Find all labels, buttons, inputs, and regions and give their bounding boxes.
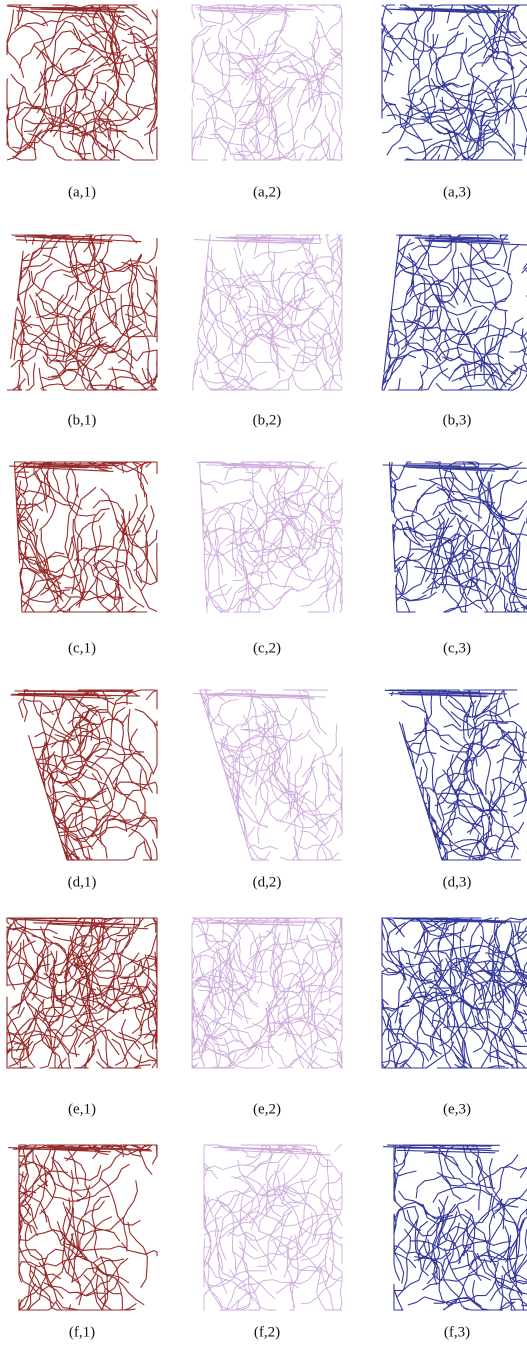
vessel-network [383,462,527,612]
vessel-network [9,462,157,612]
vessel-network [7,5,157,160]
panel-label: (b,3) [443,412,472,428]
panel-label: (d,2) [253,874,282,890]
panel-label: (a,3) [443,184,471,200]
panel-label: (c,2) [253,640,281,656]
vessel-network [382,235,527,390]
vessel-network [385,690,527,860]
vessel-network [8,1145,157,1310]
panel-label: (c,1) [68,640,96,656]
panel-label: (b,2) [253,412,282,428]
panel-label: (f,1) [69,1324,95,1340]
panel-label: (a,1) [68,184,96,200]
figure: (a,1) (a,2) (a,3) (b,1) (b,2) (b,3) (c,1) (c,2)… [0,0,527,1355]
vessel-network [192,5,342,160]
page: (a,1) (a,2) (a,3) (b,1) (b,2) (b,3) (c,1) (c,2)… [0,0,527,1355]
vessel-network [10,690,157,860]
vessel-network [192,235,342,390]
vessel-network [382,918,527,1068]
vessel-network [192,918,342,1068]
vessel-network [382,5,527,160]
vessel-network [7,235,157,390]
panel-label: (d,3) [443,874,472,890]
panel-label: (e,3) [443,1101,471,1117]
panel-label: (e,2) [253,1101,281,1117]
panel-label: (b,1) [68,412,97,428]
panel-label: (e,1) [68,1101,96,1117]
vessel-network [196,462,342,612]
panel-label: (d,1) [68,874,97,890]
panel-label: (c,3) [443,640,471,656]
vessel-network [193,690,342,860]
vessel-network [383,1145,527,1310]
vessel-network [204,1145,342,1310]
vessel-network [7,918,157,1068]
panel-label: (a,2) [253,184,281,200]
panel-label: (f,3) [444,1324,470,1340]
panel-label: (f,2) [254,1324,280,1340]
